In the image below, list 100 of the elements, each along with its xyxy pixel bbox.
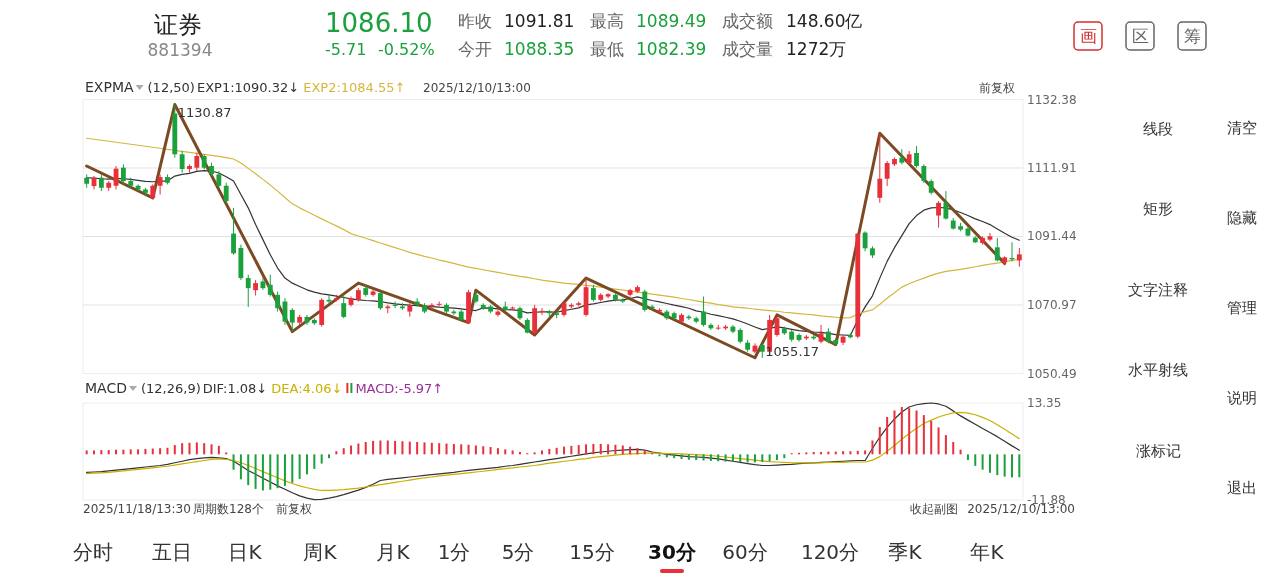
bar [746,454,749,463]
bar [445,443,448,455]
y-tick-label: 13.35 [1027,396,1062,410]
text: 月K [376,540,411,564]
text: 881394 [147,40,213,60]
bar [217,445,220,455]
text: DEA:4.06↓ [271,381,343,396]
bar [195,442,198,455]
text: 筹 [1183,26,1201,46]
text: 年K [970,540,1005,564]
text: 30分 [648,540,697,564]
bar [717,454,720,462]
text: 矩形 [1143,200,1173,218]
bar [599,443,602,455]
bar [974,454,977,466]
line-series [86,402,1020,501]
bar [878,427,881,455]
candlestick [877,132,883,204]
bar [482,446,485,455]
chart-subtitle: (12,26,9) [140,381,201,396]
candlestick [179,150,185,174]
bar [438,443,441,455]
bar [709,454,712,461]
text: 1089.49 [636,11,707,31]
candlestick [289,307,295,333]
bar [107,450,110,455]
text: 说明 [1227,389,1257,407]
bar [673,454,676,459]
bar [775,454,778,461]
text: 区 [1131,26,1149,46]
bar [687,454,690,460]
bar [269,454,272,490]
bar [988,454,991,473]
candlestick [231,207,236,256]
candlestick [1016,247,1022,268]
text: 季K [888,540,923,564]
text: 2025/11/18/13:30 [83,502,191,516]
bar [460,444,463,455]
bar [739,454,742,463]
text: 最高 [590,11,624,31]
text: 今开 [458,39,492,59]
bar [952,442,955,455]
bar [1010,454,1013,478]
bar [203,443,206,455]
text: 2025/12/10/13:00 [423,81,531,95]
text: 文字注释 [1128,281,1188,299]
bar [585,444,588,455]
bar [1003,454,1006,477]
bar [724,454,727,462]
line-series [86,411,1020,492]
bar [335,451,338,455]
text: 60分 [722,540,768,564]
bar [181,443,184,455]
text: 前复权 [276,502,312,516]
bar [731,454,734,463]
text: 涨标记 [1135,442,1181,460]
bar [129,449,132,455]
text: 退出 [1227,479,1257,497]
bar [783,454,786,459]
bar [1018,454,1021,478]
bar [871,440,874,455]
text: 周K [303,540,338,564]
bar [357,443,360,455]
text: 1086.10 [325,8,433,38]
text: 线段 [1143,120,1173,138]
text: 清空 [1227,119,1257,137]
bar [966,454,969,461]
text: 五日 [152,540,192,564]
text: 成交额 [722,11,773,31]
bar [276,454,279,489]
y-tick-label: 1050.49 [1027,366,1077,381]
text: 120分 [800,540,860,564]
bar [328,454,331,459]
bar [144,448,147,455]
bar [298,454,301,479]
text: 148.60亿 [786,11,863,31]
y-tick-label: 1091.44 [1027,229,1077,244]
bar [416,442,419,455]
text: 1272万 [786,39,847,59]
text: 管理 [1227,299,1257,317]
bar [320,454,323,464]
annotation: 1055.17 [765,343,820,359]
candlestick [914,145,919,169]
candlestick [642,289,648,313]
bar [864,450,867,455]
bar [996,454,999,476]
text: 1091.81 [504,11,575,31]
bar [474,445,477,455]
chart-subtitle: (12,50) [147,80,195,95]
candlestick [223,182,229,204]
bar [372,440,375,455]
bar [937,427,940,455]
text: 日K [228,540,263,564]
text: 证券 [154,11,202,39]
bar [915,410,918,455]
bar [85,450,88,455]
candlestick [392,301,398,309]
candlestick [275,290,281,313]
bar [489,447,492,455]
candlestick [414,297,420,308]
